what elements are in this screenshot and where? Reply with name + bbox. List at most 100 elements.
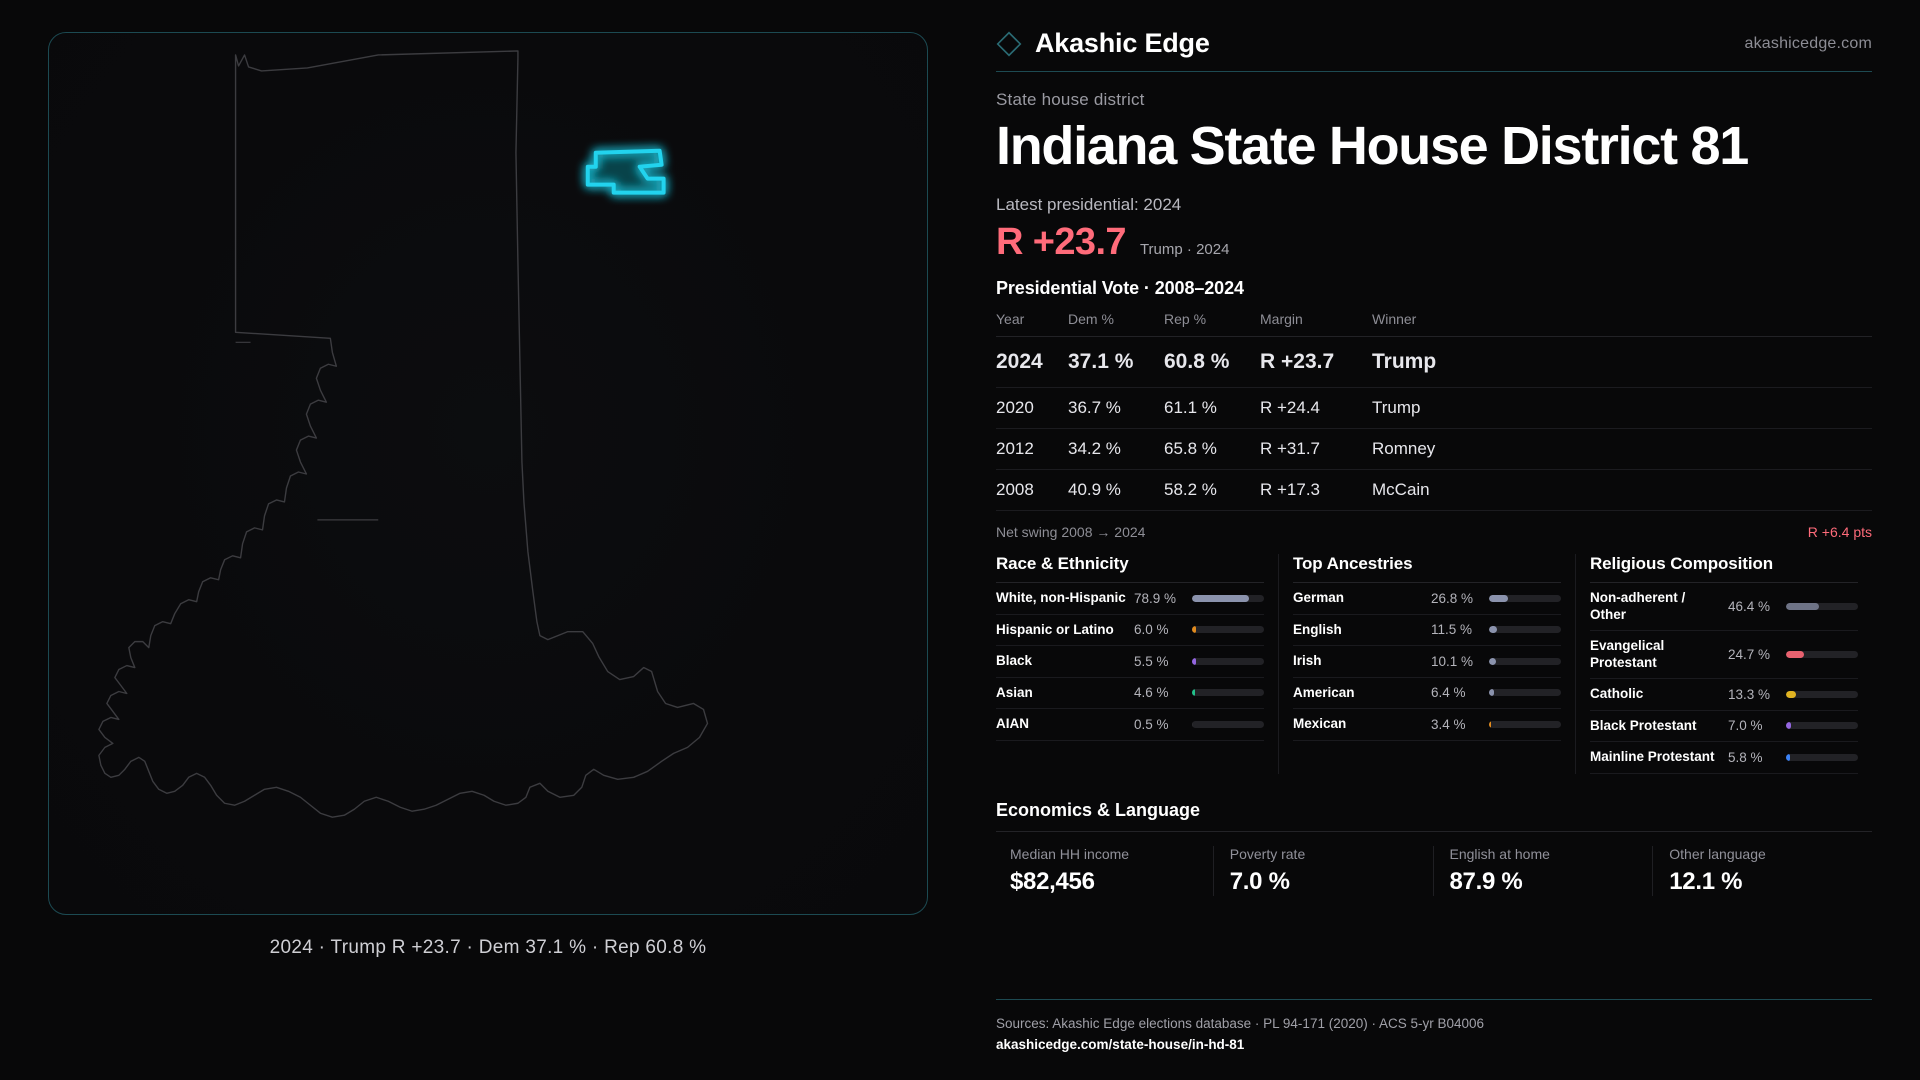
stat-value: 87.9 % <box>1449 867 1523 895</box>
stat-label: Other language <box>1669 845 1766 862</box>
state-outline-detail <box>235 341 379 521</box>
stat-label: Poverty rate <box>1229 845 1306 862</box>
demo-row-label: Mexican <box>1293 716 1347 732</box>
brand-name: Akashic Edge <box>1035 28 1210 58</box>
demo-row: Non-adherent / Other 46.4 % <box>1590 583 1858 632</box>
demo-row-label: White, non-Hispanic <box>996 590 1126 606</box>
footer-url[interactable]: akashicedge.com/state-house/in-hd-81 <box>996 1037 1245 1053</box>
demo-row: Catholic 13.3 % <box>1590 679 1858 711</box>
ancestry-rows: German 26.8 % English 11.5 % Irish 10.1 % Amer… <box>1293 583 1561 741</box>
stat-other-language: Other language 12.1 % <box>1652 845 1872 896</box>
map-caption: 2024 · Trump R +23.7 · Dem 37.1 % · Rep … <box>269 937 707 958</box>
col-margin: Margin <box>1260 311 1372 338</box>
cell-winner: McCain <box>1372 469 1872 512</box>
table-row: 2020 36.7 % 61.1 % R +24.4 Trump <box>996 387 1872 430</box>
demo-row-bar-track <box>1489 689 1561 697</box>
race-ethnicity-column: Race & Ethnicity White, non-Hispanic 78.9… <box>996 554 1278 773</box>
race-rows: White, non-Hispanic 78.9 % Hispanic or Lat… <box>996 583 1264 741</box>
demo-row-label: Evangelical Protestant <box>1590 638 1665 670</box>
demo-row-bar-track <box>1786 690 1858 698</box>
cell-year: 2012 <box>996 428 1068 471</box>
demo-row-label: Mainline Protestant <box>1590 749 1715 765</box>
demo-row-bar-fill <box>1192 626 1197 634</box>
cell-winner: Trump <box>1372 336 1872 389</box>
cell-dem: 36.7 % <box>1068 387 1164 430</box>
demo-row-bar-track <box>1192 720 1264 728</box>
cell-margin: R +31.7 <box>1260 428 1372 471</box>
cell-winner: Romney <box>1372 428 1872 471</box>
demo-row-value: 4.6 % <box>1134 685 1169 701</box>
demo-row: Mexican 3.4 % <box>1293 709 1561 741</box>
demo-row-value: 46.4 % <box>1728 599 1771 615</box>
table-header-row: Year Dem % Rep % Margin Winner <box>996 311 1872 338</box>
brand[interactable]: Akashic Edge <box>996 28 1210 59</box>
cell-year: 2020 <box>996 387 1068 430</box>
religion-rows: Non-adherent / Other 46.4 % Evangelical Pr… <box>1590 583 1858 774</box>
cell-margin: R +24.4 <box>1260 387 1372 430</box>
demo-row-label: German <box>1293 590 1345 606</box>
demo-row-bar-fill <box>1786 690 1796 698</box>
demo-row-bar-track <box>1192 657 1264 665</box>
cell-year: 2008 <box>996 469 1068 512</box>
economics-row: Median HH income $82,456 Poverty rate 7.… <box>996 830 1872 896</box>
demo-row-bar-track <box>1489 720 1561 728</box>
demo-row: Evangelical Protestant 24.7 % <box>1590 631 1858 680</box>
cell-rep: 61.1 % <box>1164 387 1260 430</box>
demo-row-label: Black <box>996 653 1033 669</box>
page-kicker: State house district <box>996 90 1145 109</box>
demo-row-bar-fill <box>1786 651 1804 659</box>
demo-row-value: 5.8 % <box>1728 749 1763 765</box>
presidential-results-table: Year Dem % Rep % Margin Winner 2024 37.1… <box>996 311 1872 512</box>
demo-row-label: AIAN <box>996 716 1029 732</box>
demo-row: Black Protestant 7.0 % <box>1590 711 1858 743</box>
table-row: 2008 40.9 % 58.2 % R +17.3 McCain <box>996 469 1872 512</box>
state-outline-path <box>98 50 709 818</box>
demo-row: Asian 4.6 % <box>996 678 1264 710</box>
stat-label: English at home <box>1449 845 1550 862</box>
diamond-outline-icon <box>996 31 1022 56</box>
demo-row-bar-track <box>1786 753 1858 761</box>
demo-row-bar-track <box>1786 603 1858 611</box>
cell-dem: 37.1 % <box>1068 336 1164 389</box>
demo-row-label: Irish <box>1293 653 1322 669</box>
cell-year: 2024 <box>996 336 1068 389</box>
demo-row-bar-track <box>1192 689 1264 697</box>
demo-row-value: 26.8 % <box>1431 590 1474 606</box>
brand-url[interactable]: akashicedge.com <box>1744 34 1872 52</box>
demo-row: White, non-Hispanic 78.9 % <box>996 583 1264 615</box>
demo-row-bar-fill <box>1192 594 1249 602</box>
stat-median-hh-income: Median HH income $82,456 <box>996 846 1213 896</box>
ancestry-title: Top Ancestries <box>1293 554 1561 584</box>
demo-row-bar-track <box>1786 722 1858 730</box>
demo-row-label: Hispanic or Latino <box>996 621 1114 637</box>
cell-dem: 40.9 % <box>1068 469 1164 512</box>
demo-row: American 6.4 % <box>1293 678 1561 710</box>
net-swing-value: R +6.4 pts <box>1807 524 1872 541</box>
demo-row-label: Non-adherent / Other <box>1590 590 1686 622</box>
demo-row: German 26.8 % <box>1293 583 1561 615</box>
headline-margin: R +23.7 Trump · 2024 <box>996 221 1872 264</box>
latest-presidential-label: Latest presidential: 2024 <box>996 195 1182 215</box>
demo-row-label: Catholic <box>1590 686 1644 702</box>
demo-row-value: 6.0 % <box>1134 622 1169 638</box>
demo-row-bar-fill <box>1192 657 1196 665</box>
stat-value: 12.1 % <box>1669 867 1743 895</box>
demo-row-bar-fill <box>1786 753 1791 761</box>
demo-row: Hispanic or Latino 6.0 % <box>996 615 1264 647</box>
report-column: Akashic Edge akashicedge.com State house… <box>960 0 1920 1080</box>
net-swing-row: Net swing 2008 → 2024 R +6.4 pts <box>996 524 1872 540</box>
demo-row-bar-fill <box>1489 594 1509 602</box>
state-map-panel[interactable] <box>48 32 928 915</box>
demo-row-bar-fill <box>1489 689 1494 697</box>
col-winner: Winner <box>1372 311 1872 338</box>
highlighted-district[interactable] <box>585 148 666 195</box>
demo-row-bar-track <box>1489 626 1561 634</box>
demo-row-bar-track <box>1489 594 1561 602</box>
demo-row-bar-fill <box>1786 603 1820 611</box>
demo-row-bar-track <box>1489 657 1561 665</box>
demo-row-label: Black Protestant <box>1590 717 1697 733</box>
demo-row-label: Asian <box>996 684 1033 700</box>
demo-row-bar-fill <box>1489 626 1498 634</box>
demo-row-value: 13.3 % <box>1728 686 1771 702</box>
demo-row-bar-fill <box>1192 689 1196 697</box>
